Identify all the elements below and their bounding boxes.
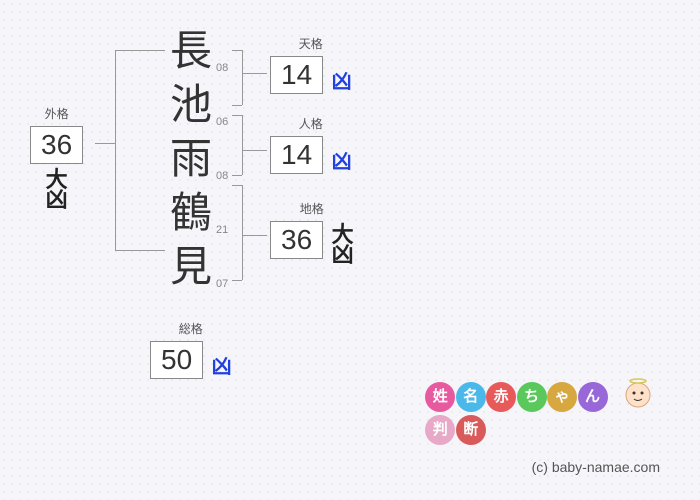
bracket-line xyxy=(232,175,242,176)
bracket-line xyxy=(242,50,243,105)
soukaku-block: 総格 50 凶 xyxy=(150,320,232,379)
stroke-count: 08 xyxy=(216,62,228,74)
baby-icon xyxy=(616,375,660,419)
chikaku-block: 地格 36 大凶 xyxy=(270,200,354,265)
logo-circle: 名 xyxy=(456,382,486,412)
logo-circle: 赤 xyxy=(486,382,516,412)
logo-row-1: 姓 名 赤 ち ゃ ん xyxy=(427,375,660,419)
tenkaku-block: 天格 14 凶 xyxy=(270,35,352,94)
logo-circle: ち xyxy=(517,382,547,412)
bracket-line xyxy=(242,115,243,175)
stroke-count: 07 xyxy=(216,278,228,290)
bracket-line xyxy=(242,73,267,74)
kanji-char: 見 xyxy=(170,246,212,288)
bracket-line xyxy=(232,50,242,51)
kanji-char: 長 xyxy=(170,30,212,72)
logo-circle: 判 xyxy=(425,415,455,445)
bracket-line xyxy=(232,185,242,186)
tenkaku-luck: 凶 xyxy=(332,65,352,94)
gaikaku-label: 外格 xyxy=(30,105,83,122)
gaikaku-value: 36 xyxy=(30,126,83,164)
bracket-line xyxy=(232,280,242,281)
bracket-line xyxy=(115,250,165,251)
jinkaku-value: 14 xyxy=(270,136,323,174)
diagram-container: 長 池 雨 鶴 見 08 06 08 21 07 外格 36 大凶 天格 14 … xyxy=(0,0,700,500)
kanji-char: 雨 xyxy=(170,138,212,180)
jinkaku-block: 人格 14 凶 xyxy=(270,115,352,174)
soukaku-value: 50 xyxy=(150,341,203,379)
copyright-text: (c) baby-namae.com xyxy=(532,459,660,475)
logo-row-2: 判 断 xyxy=(427,415,660,445)
jinkaku-label: 人格 xyxy=(270,115,352,132)
bracket-line xyxy=(232,105,242,106)
kanji-column: 長 池 雨 鶴 見 xyxy=(170,30,212,300)
chikaku-value: 36 xyxy=(270,221,323,259)
chikaku-luck: 大凶 xyxy=(332,225,354,265)
logo-circle: ん xyxy=(578,382,608,412)
jinkaku-luck: 凶 xyxy=(332,145,352,174)
stroke-count: 06 xyxy=(216,116,228,128)
logo-circle: ゃ xyxy=(547,382,577,412)
tenkaku-label: 天格 xyxy=(270,35,352,52)
chikaku-label: 地格 xyxy=(270,200,354,217)
site-logo: 姓 名 赤 ち ゃ ん 判 断 xyxy=(427,375,660,445)
soukaku-label: 総格 xyxy=(150,320,232,337)
gaikaku-block: 外格 36 大凶 xyxy=(30,105,83,212)
stroke-count: 21 xyxy=(216,224,228,236)
tenkaku-value: 14 xyxy=(270,56,323,94)
logo-circle: 断 xyxy=(456,415,486,445)
kanji-char: 池 xyxy=(170,84,212,126)
bracket-line xyxy=(95,143,115,144)
bracket-line xyxy=(242,235,267,236)
gaikaku-luck: 大凶 xyxy=(46,170,68,210)
bracket-line xyxy=(115,50,116,250)
soukaku-luck: 凶 xyxy=(212,350,232,379)
bracket-line xyxy=(115,50,165,51)
bracket-line xyxy=(242,150,267,151)
kanji-char: 鶴 xyxy=(170,192,212,234)
bracket-line xyxy=(242,185,243,280)
bracket-line xyxy=(232,115,242,116)
stroke-count: 08 xyxy=(216,170,228,182)
logo-circle: 姓 xyxy=(425,382,455,412)
